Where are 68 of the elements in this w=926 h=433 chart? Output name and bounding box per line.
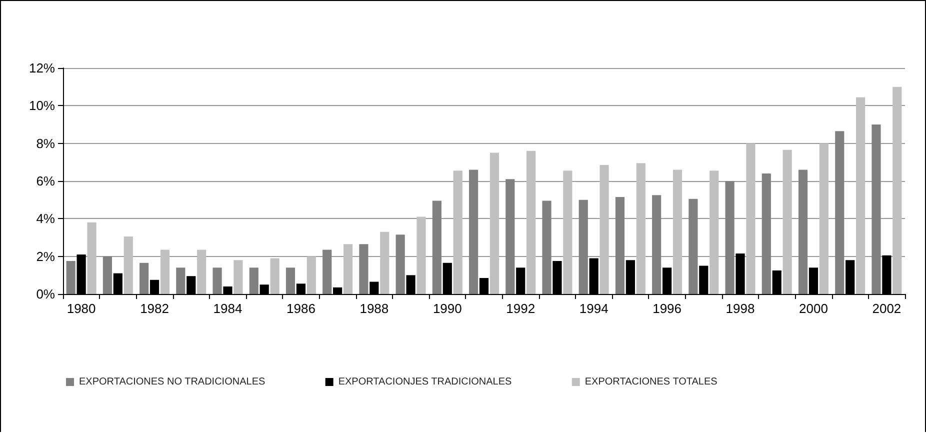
legend-label: EXPORTACIONES NO TRADICIONALES: [79, 376, 266, 388]
x-tick-label: 1998: [726, 301, 755, 316]
bar: [835, 131, 844, 294]
bar: [359, 244, 368, 294]
y-tick-label: 6%: [36, 174, 56, 188]
bar: [160, 250, 170, 294]
bar: [490, 152, 500, 294]
x-tick-label: 1996: [652, 301, 682, 316]
bar: [542, 200, 552, 294]
bar: [672, 170, 682, 294]
bar: [380, 232, 390, 294]
bar: [892, 86, 902, 294]
bar: [615, 197, 625, 294]
bar: [286, 268, 296, 294]
bar: [652, 195, 662, 294]
bar: [563, 170, 572, 294]
bar: [710, 170, 719, 294]
legend-label: EXPORTACIONJES TRADICIONALES: [338, 376, 512, 388]
bar: [66, 261, 76, 294]
x-tick-label: 1988: [360, 301, 389, 316]
bar: [688, 198, 698, 294]
bar: [798, 170, 808, 294]
x-tick-label: 1990: [432, 301, 462, 316]
bar: [872, 124, 881, 294]
bar: [306, 256, 316, 294]
x-tick-label: 1986: [286, 301, 316, 316]
bar: [636, 163, 646, 294]
y-tick-label: 10%: [28, 98, 56, 114]
bar: [819, 143, 828, 294]
bar: [468, 170, 478, 294]
legend-label: EXPORTACIONES TOTALES: [584, 376, 718, 388]
x-tick-label: 1982: [140, 301, 169, 316]
x-tick-label: 2000: [799, 301, 828, 316]
bar: [212, 268, 222, 294]
bar: [249, 268, 258, 294]
bar: [725, 181, 734, 294]
bar: [322, 250, 332, 294]
x-tick-label: 1984: [213, 301, 242, 316]
bar: [453, 170, 462, 294]
bar: [506, 179, 515, 294]
y-tick-label: 8%: [36, 136, 56, 151]
bar: [124, 236, 133, 294]
y-tick-label: 2%: [36, 248, 56, 264]
bar: [600, 164, 609, 294]
bar: [416, 216, 426, 294]
x-tick-label: 1992: [506, 301, 536, 316]
bar: [176, 268, 186, 294]
bar: [578, 200, 588, 294]
bar: [526, 150, 536, 294]
x-tick-label: 1994: [579, 301, 608, 316]
bar: [270, 258, 280, 294]
bar: [396, 234, 405, 294]
y-tick-label: 0%: [36, 286, 56, 302]
bar: [140, 262, 149, 294]
bar: [102, 256, 112, 294]
bar: [432, 200, 442, 294]
bar: [234, 260, 243, 294]
x-tick-label: 1980: [66, 301, 96, 316]
bar: [782, 150, 792, 294]
bar: [87, 222, 96, 294]
bar: [746, 143, 756, 294]
bar: [197, 250, 206, 294]
x-tick-label: 2002: [872, 301, 902, 316]
bar: [343, 244, 353, 294]
bar: [856, 97, 866, 294]
y-tick-label: 12%: [28, 60, 56, 76]
bar: [762, 173, 771, 294]
y-tick-label: 4%: [36, 211, 56, 226]
